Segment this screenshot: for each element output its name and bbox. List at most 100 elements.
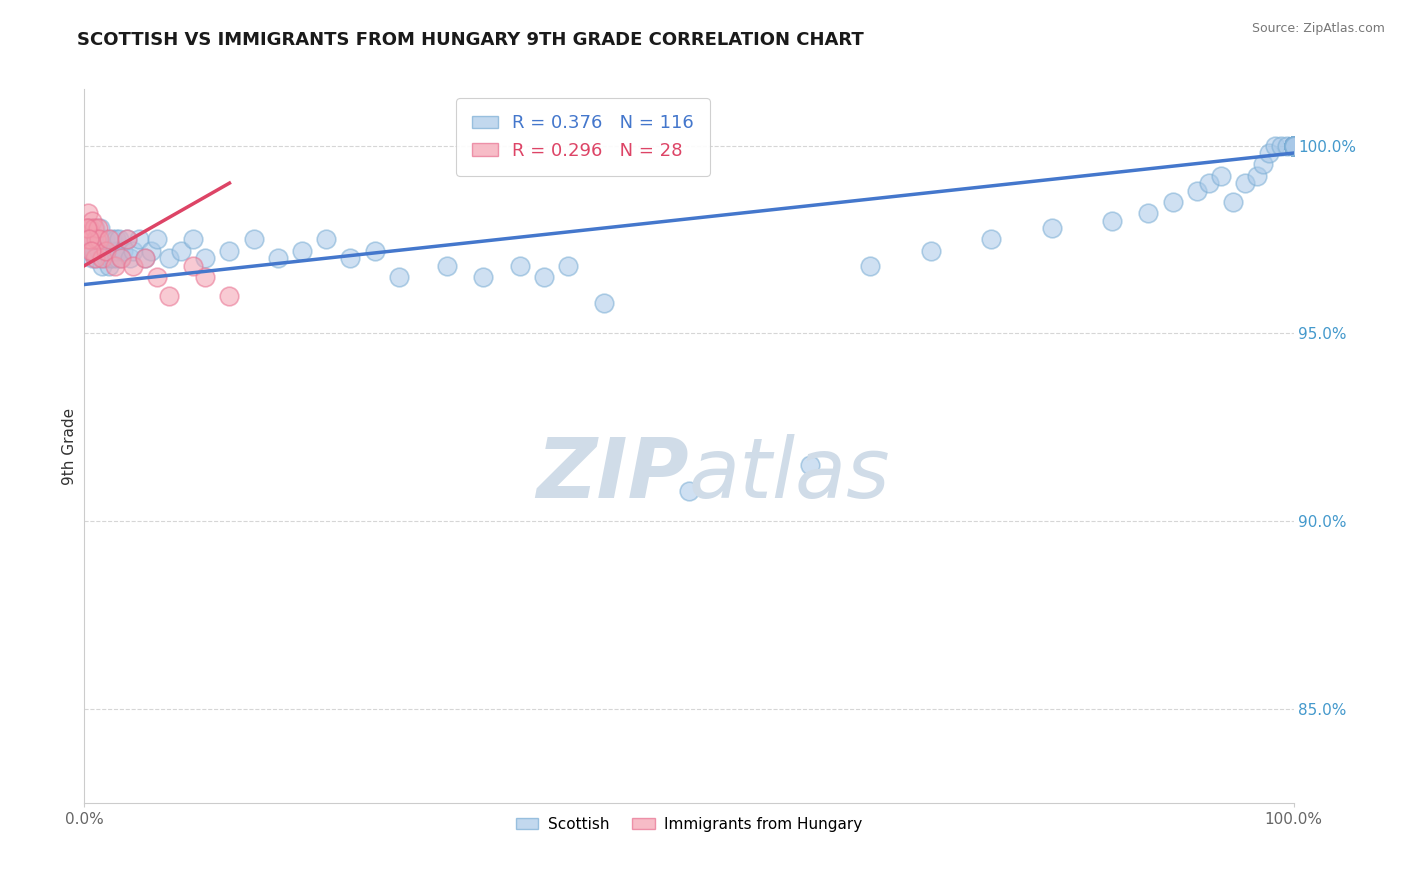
Point [104,259,127,273]
Point [1234,176,1257,190]
Point [104,244,127,258]
Point [1270,138,1292,153]
Legend: Scottish, Immigrants from Hungary: Scottish, Immigrants from Hungary [509,811,869,838]
Point [98,251,121,265]
Point [1282,138,1305,153]
Point [1282,138,1305,153]
Point [1282,138,1305,153]
Point [291,244,314,258]
Point [121,259,143,273]
Point [77,232,100,246]
Point [1282,138,1305,153]
Point [97,232,120,246]
Point [1282,138,1305,153]
Point [77,232,100,246]
Point [242,232,264,246]
Point [1282,138,1305,153]
Point [91,259,114,273]
Point [1282,138,1305,153]
Point [181,259,204,273]
Point [112,244,135,258]
Point [1282,138,1305,153]
Point [1282,138,1305,153]
Point [82,244,104,258]
Point [94,232,117,246]
Text: ZIP: ZIP [536,434,689,515]
Point [84,251,107,265]
Point [1282,138,1305,153]
Point [115,232,138,246]
Point [84,221,107,235]
Point [86,232,108,246]
Point [83,244,105,258]
Point [1101,213,1123,227]
Point [100,244,122,258]
Point [110,251,132,265]
Point [1282,138,1305,153]
Point [1282,138,1305,153]
Point [104,232,127,246]
Point [76,221,98,235]
Point [93,244,115,258]
Point [388,270,411,285]
Point [170,244,193,258]
Point [77,221,100,235]
Point [339,251,361,265]
Point [1282,138,1305,153]
Point [799,458,821,472]
Point [115,232,138,246]
Point [509,259,531,273]
Point [89,221,111,235]
Point [1282,138,1305,153]
Point [1185,184,1208,198]
Point [1282,138,1305,153]
Y-axis label: 9th Grade: 9th Grade [62,408,77,484]
Point [121,244,143,258]
Point [75,221,97,235]
Point [1264,138,1286,153]
Point [1209,169,1232,183]
Point [1282,138,1305,153]
Point [76,221,98,235]
Point [1282,138,1305,153]
Point [86,232,108,246]
Point [80,251,103,265]
Text: SCOTTISH VS IMMIGRANTS FROM HUNGARY 9TH GRADE CORRELATION CHART: SCOTTISH VS IMMIGRANTS FROM HUNGARY 9TH … [77,31,865,49]
Point [1282,138,1305,153]
Point [96,244,118,258]
Point [1282,138,1305,153]
Point [1040,221,1063,235]
Point [80,244,103,258]
Point [94,244,117,258]
Point [157,289,180,303]
Point [83,221,105,235]
Point [105,251,128,265]
Point [1282,138,1305,153]
Point [593,296,616,310]
Point [218,289,240,303]
Point [79,221,101,235]
Point [146,270,169,285]
Point [1282,138,1305,153]
Point [1282,138,1305,153]
Text: atlas: atlas [689,434,890,515]
Point [1282,138,1305,153]
Point [86,221,108,235]
Point [363,244,385,258]
Point [1282,138,1305,153]
Point [1282,138,1305,153]
Point [181,232,204,246]
Point [1222,194,1244,209]
Point [472,270,495,285]
Point [1258,146,1281,161]
Point [103,251,125,265]
Point [980,232,1002,246]
Point [77,244,100,258]
Point [1282,138,1305,153]
Point [87,244,110,258]
Point [91,251,114,265]
Point [436,259,458,273]
Point [1277,138,1299,153]
Point [77,206,100,220]
Point [533,270,555,285]
